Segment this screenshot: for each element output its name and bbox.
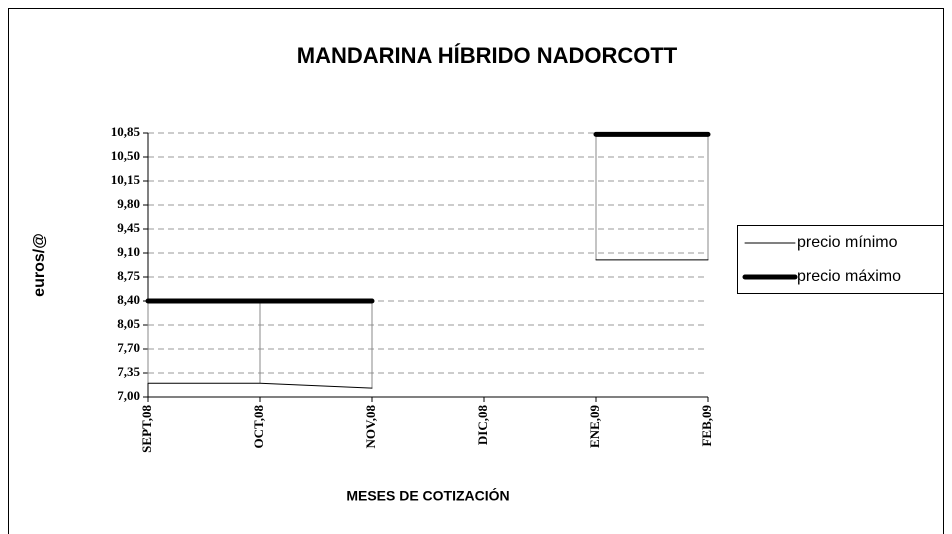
legend-label: precio mínimo [797, 234, 898, 251]
y-axis-title: euros/@ [31, 233, 48, 297]
y-tick-label: 10,15 [111, 172, 141, 187]
chart-title: MANDARINA HÍBRIDO NADORCOTT [297, 43, 678, 68]
y-tick-label: 7,35 [117, 364, 140, 379]
y-tick-label: 9,80 [117, 196, 140, 211]
series-line [147, 259, 709, 389]
x-tick-label: OCT,08 [251, 405, 266, 449]
y-tick-label: 8,75 [117, 268, 140, 283]
y-tick-label: 8,05 [117, 316, 140, 331]
x-axis-title: MESES DE COTIZACIÓN [346, 487, 509, 504]
y-tick-label: 9,10 [117, 244, 140, 259]
x-tick-label: NOV,08 [363, 405, 378, 449]
x-tick-label: ENE,09 [587, 405, 602, 448]
series-line [145, 131, 711, 304]
y-tick-label: 10,85 [111, 124, 141, 139]
y-tick-label: 7,00 [117, 388, 140, 403]
x-tick-label: FEB,09 [699, 405, 714, 447]
x-tick-label: SEPT,08 [139, 405, 154, 453]
legend-label: precio máximo [797, 268, 901, 285]
y-tick-label: 8,40 [117, 292, 140, 307]
legend-box [737, 225, 944, 294]
y-tick-label: 7,70 [117, 340, 140, 355]
y-tick-label: 9,45 [117, 220, 140, 235]
x-tick-label: DIC,08 [475, 405, 490, 446]
y-tick-label: 10,50 [111, 148, 140, 163]
